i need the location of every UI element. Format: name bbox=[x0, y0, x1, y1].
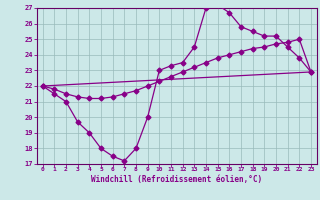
X-axis label: Windchill (Refroidissement éolien,°C): Windchill (Refroidissement éolien,°C) bbox=[91, 175, 262, 184]
